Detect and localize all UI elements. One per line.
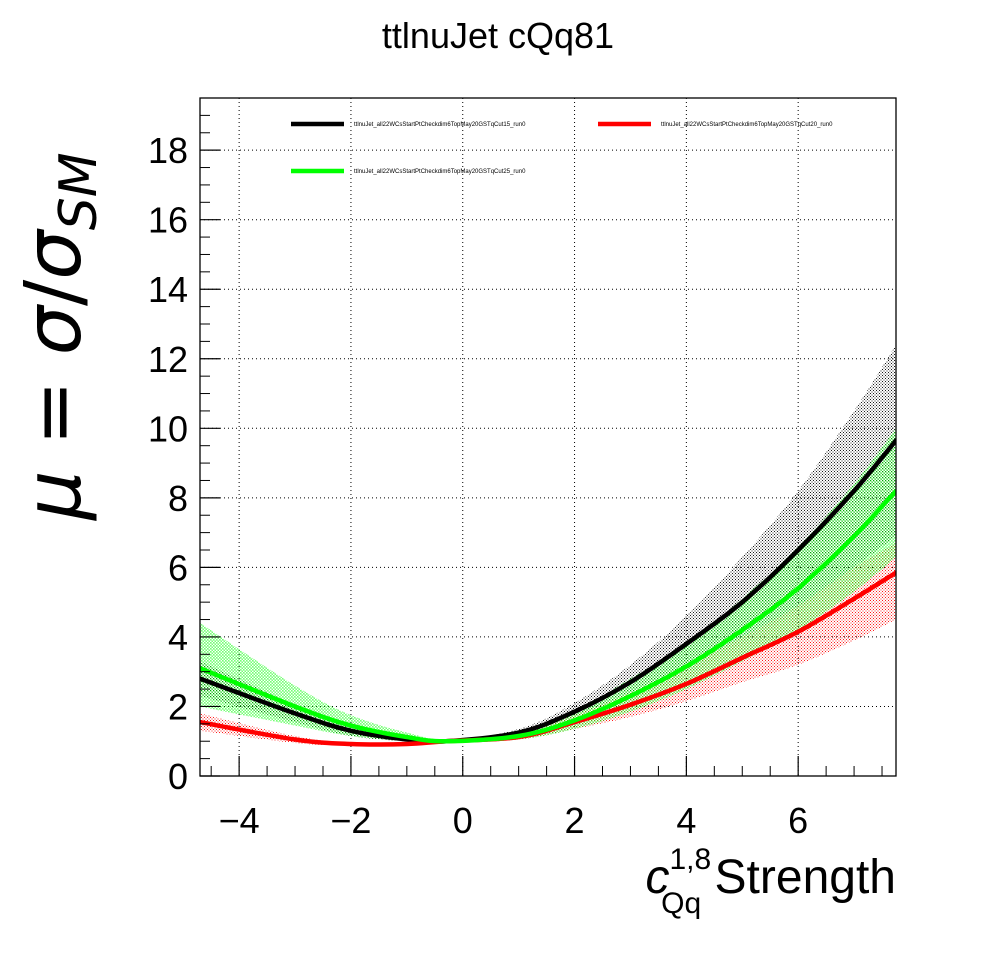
band-series-3 — [200, 428, 896, 744]
x-tick-label: 2 — [565, 800, 585, 841]
line-series-1 — [200, 438, 896, 744]
chart-title: ttlnuJet cQq81 — [382, 15, 614, 56]
y-tick-label: 6 — [168, 547, 188, 588]
legend-label: ttlnuJet_all22WCsStartPtCheckdim6TopMay2… — [354, 169, 526, 175]
y-tick-label: 4 — [168, 617, 188, 658]
axis-ticks — [200, 114, 883, 777]
x-tick-label: 4 — [676, 800, 696, 841]
x-tick-label: 0 — [453, 800, 473, 841]
plot-frame — [199, 97, 897, 777]
x-axis-label: c1,8 Qq Strength — [645, 843, 896, 920]
legend-label: ttlnuJet_all22WCsStartPtCheckdim6TopMay2… — [354, 122, 526, 128]
x-tick-label: 6 — [788, 800, 808, 841]
y-tick-label: 16 — [148, 200, 188, 241]
series-lines — [200, 438, 896, 747]
y-tick-labels: 0 2 4 6 8 10 12 14 16 18 — [148, 130, 188, 797]
x-tick-label: −4 — [219, 800, 260, 841]
legend: ttlnuJet_all22WCsStartPtCheckdim6TopMay2… — [291, 121, 833, 175]
y-axis-label: μ = σ/σSM — [9, 152, 109, 522]
legend-label: ttlnuJet_all22WCsStartPtCheckdim6TopMay2… — [661, 122, 833, 128]
y-tick-label: 10 — [148, 408, 188, 449]
y-tick-label: 18 — [148, 130, 188, 171]
y-tick-label: 0 — [168, 756, 188, 797]
y-tick-label: 8 — [168, 478, 188, 519]
band-series-1 — [200, 344, 896, 742]
line-series-3 — [200, 488, 896, 744]
x-tick-labels: −4 −2 0 2 4 6 — [219, 800, 809, 841]
y-tick-label: 12 — [148, 339, 188, 380]
grid — [200, 98, 896, 777]
x-tick-label: −2 — [330, 800, 371, 841]
uncertainty-bands — [200, 344, 896, 746]
y-tick-label: 2 — [168, 686, 188, 727]
y-tick-label: 14 — [148, 269, 188, 310]
